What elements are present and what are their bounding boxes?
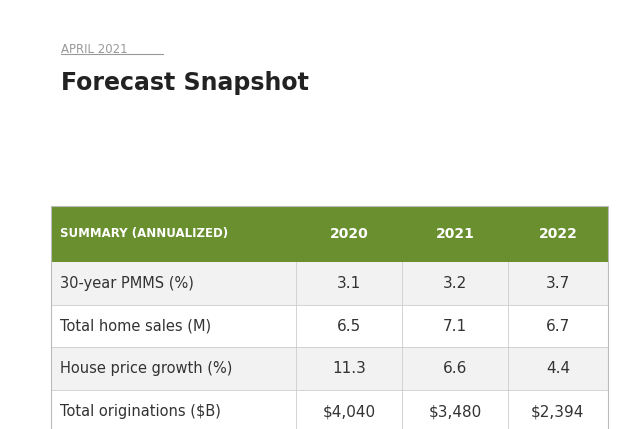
Text: 6.7: 6.7 [546, 319, 570, 333]
Text: 2020: 2020 [330, 227, 369, 241]
Text: House price growth (%): House price growth (%) [60, 362, 232, 376]
Text: 6.6: 6.6 [443, 362, 467, 376]
Text: Forecast Snapshot: Forecast Snapshot [61, 71, 308, 95]
Text: $4,040: $4,040 [323, 405, 376, 419]
Text: 11.3: 11.3 [332, 362, 366, 376]
Text: 2021: 2021 [435, 227, 474, 241]
Text: 30-year PMMS (%): 30-year PMMS (%) [60, 276, 193, 290]
Text: 6.5: 6.5 [337, 319, 361, 333]
Text: Total originations ($B): Total originations ($B) [60, 405, 220, 419]
Text: $2,394: $2,394 [531, 405, 584, 419]
Text: 4.4: 4.4 [546, 362, 570, 376]
Text: Total home sales (M): Total home sales (M) [60, 319, 211, 333]
Text: SUMMARY (ANNUALIZED): SUMMARY (ANNUALIZED) [60, 227, 228, 240]
Text: 3.7: 3.7 [546, 276, 570, 290]
Text: APRIL 2021: APRIL 2021 [61, 43, 127, 56]
Text: 3.2: 3.2 [443, 276, 467, 290]
Text: 7.1: 7.1 [443, 319, 467, 333]
Text: 3.1: 3.1 [337, 276, 361, 290]
Text: $3,480: $3,480 [428, 405, 481, 419]
Text: 2022: 2022 [538, 227, 577, 241]
